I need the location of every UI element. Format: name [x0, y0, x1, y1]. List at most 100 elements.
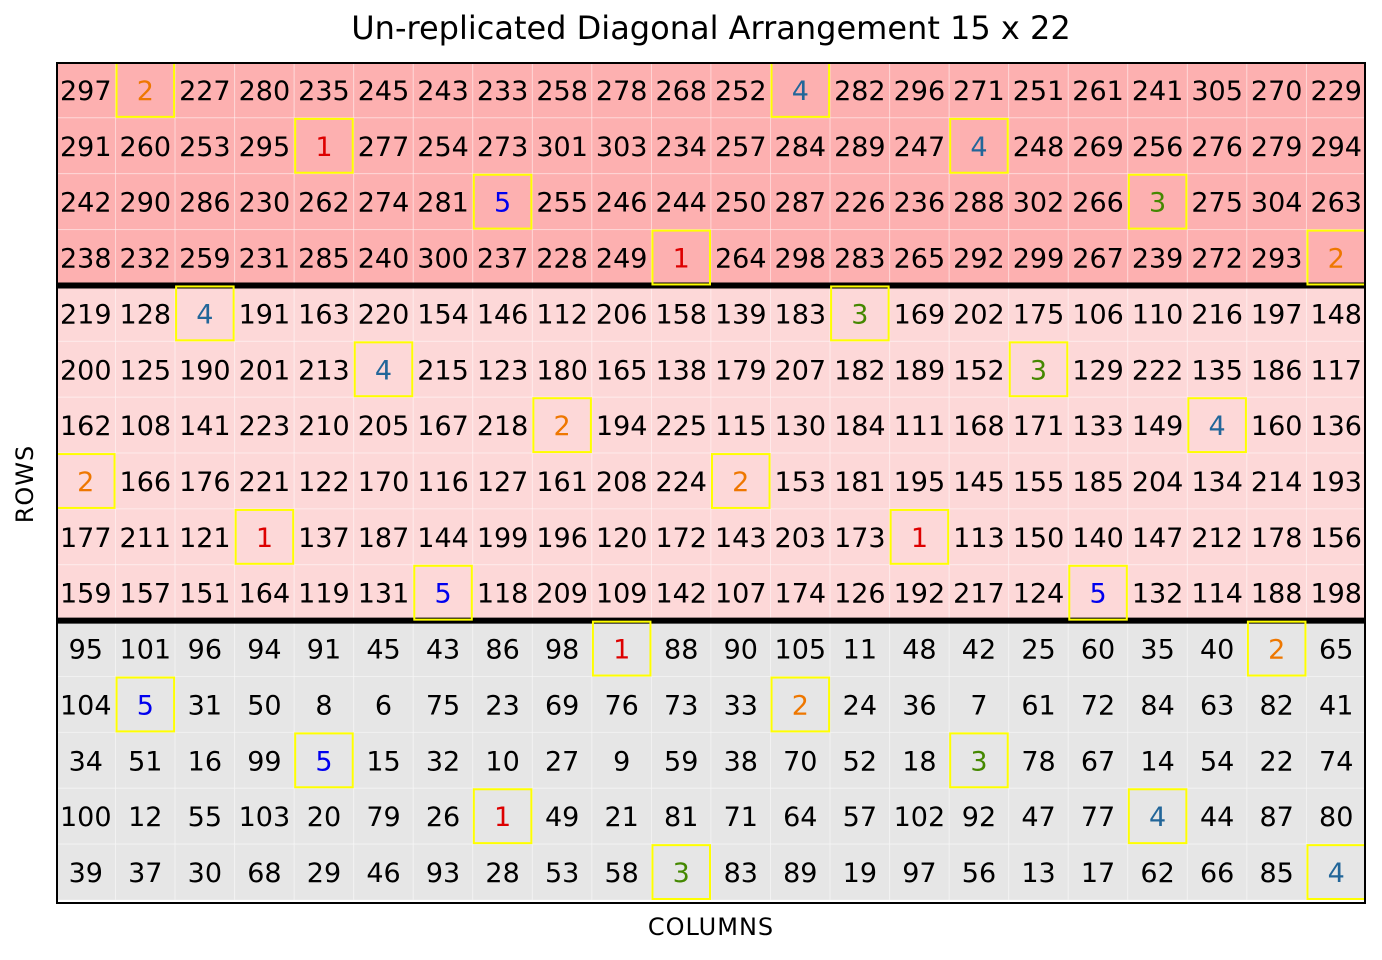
plot-number: 16: [188, 746, 222, 777]
plot-number: 161: [536, 467, 588, 498]
plot-number: 281: [417, 188, 469, 219]
plot-cell: [1305, 284, 1366, 342]
plot-number: 19: [843, 858, 877, 889]
plot-number: 66: [1200, 858, 1234, 889]
plot-number: 52: [843, 746, 877, 777]
plot-cell: [234, 229, 295, 286]
plot-number: 6: [375, 690, 392, 721]
plot-number: 201: [239, 355, 291, 386]
plot-cell: [1008, 731, 1069, 789]
plot-number: 10: [485, 746, 519, 777]
plot-number: 259: [179, 244, 231, 275]
plot-number: 293: [1251, 244, 1303, 275]
check-box: [830, 285, 890, 342]
plot-cell: [710, 229, 772, 286]
check-box: [1068, 564, 1128, 621]
plot-number: 88: [664, 635, 698, 666]
plot-cell: [1067, 620, 1129, 678]
plot-cell: [948, 117, 1010, 175]
plot-cell: [710, 173, 772, 231]
plot-number: 125: [120, 355, 172, 386]
plot-cell: [412, 62, 474, 119]
plot-number: 150: [1013, 523, 1065, 554]
plot-cell: [650, 676, 712, 733]
plot-number: 159: [60, 579, 112, 610]
plot-cell: [1305, 508, 1366, 566]
plot-cell: [1186, 676, 1248, 733]
plot-number: 32: [426, 746, 460, 777]
plot-number: 106: [1072, 299, 1124, 330]
plot-number: 266: [1072, 188, 1124, 219]
plot-number: 100: [60, 802, 112, 833]
plot-cell: [591, 340, 652, 398]
check-label: 4: [1209, 411, 1226, 442]
plot-cell: [948, 229, 1010, 286]
plot-cell: [56, 117, 117, 175]
plot-cell: [650, 843, 712, 901]
plot-number: 133: [1072, 411, 1124, 442]
plot-cell: [472, 173, 533, 231]
plot-cell: [56, 340, 117, 398]
plot-cell: [829, 229, 891, 286]
plot-cell: [770, 396, 831, 454]
plot-cell: [353, 676, 414, 733]
plot-number: 231: [239, 244, 291, 275]
plot-number: 177: [60, 523, 112, 554]
plot-number: 239: [1132, 244, 1184, 275]
plot-cell: [1186, 843, 1248, 901]
plot-number: 301: [536, 132, 588, 163]
plot-number: 163: [298, 299, 350, 330]
plot-cell: [1067, 676, 1129, 733]
plot-number: 236: [894, 188, 946, 219]
plot-number: 24: [843, 690, 877, 721]
plot-number: 42: [962, 635, 996, 666]
plot-cell: [1127, 620, 1188, 678]
plot-cell: [412, 787, 474, 845]
check-box: [651, 229, 711, 286]
plot-cell: [1305, 173, 1366, 231]
plot-number: 258: [536, 76, 588, 107]
plot-number: 210: [298, 411, 350, 442]
plot-number: 94: [247, 635, 281, 666]
plot-number: 37: [128, 858, 162, 889]
plot-number: 271: [953, 76, 1005, 107]
plot-cell: [650, 787, 712, 845]
plot-cell: [1305, 731, 1366, 789]
plot-cell: [1305, 340, 1366, 398]
plot-cell: [591, 787, 652, 845]
plot-cell: [234, 508, 295, 566]
plot-cell: [770, 173, 831, 231]
plot-number: 81: [664, 802, 698, 833]
check-label: 2: [77, 467, 94, 498]
plot-cell: [1008, 396, 1069, 454]
plot-number: 300: [417, 244, 469, 275]
plot-number: 136: [1310, 411, 1362, 442]
plot-number: 251: [1013, 76, 1065, 107]
plot-number: 147: [1132, 523, 1184, 554]
plot-number: 71: [724, 802, 758, 833]
plot-number: 278: [596, 76, 648, 107]
x-axis-label: COLUMNS: [647, 913, 775, 941]
plot-number: 166: [120, 467, 172, 498]
plot-number: 34: [69, 746, 103, 777]
plot-cell: [472, 787, 533, 845]
plot-cell: [1246, 173, 1307, 231]
plot-cell: [948, 676, 1010, 733]
plot-number: 39: [69, 858, 103, 889]
plot-number: 165: [596, 355, 648, 386]
plot-number: 292: [953, 244, 1005, 275]
plot-number: 285: [298, 244, 350, 275]
plot-number: 107: [715, 579, 767, 610]
plot-number: 207: [775, 355, 827, 386]
plot-number: 284: [775, 132, 827, 163]
check-box: [472, 788, 533, 845]
plot-number: 154: [417, 299, 469, 330]
plot-number: 126: [834, 579, 886, 610]
check-box: [1187, 397, 1247, 454]
plot-number: 105: [775, 635, 827, 666]
plot-cell: [889, 396, 950, 454]
check-label: 4: [792, 76, 809, 107]
plot-cell: [889, 787, 950, 845]
plot-cell: [1127, 396, 1188, 454]
check-label: 4: [375, 355, 392, 386]
